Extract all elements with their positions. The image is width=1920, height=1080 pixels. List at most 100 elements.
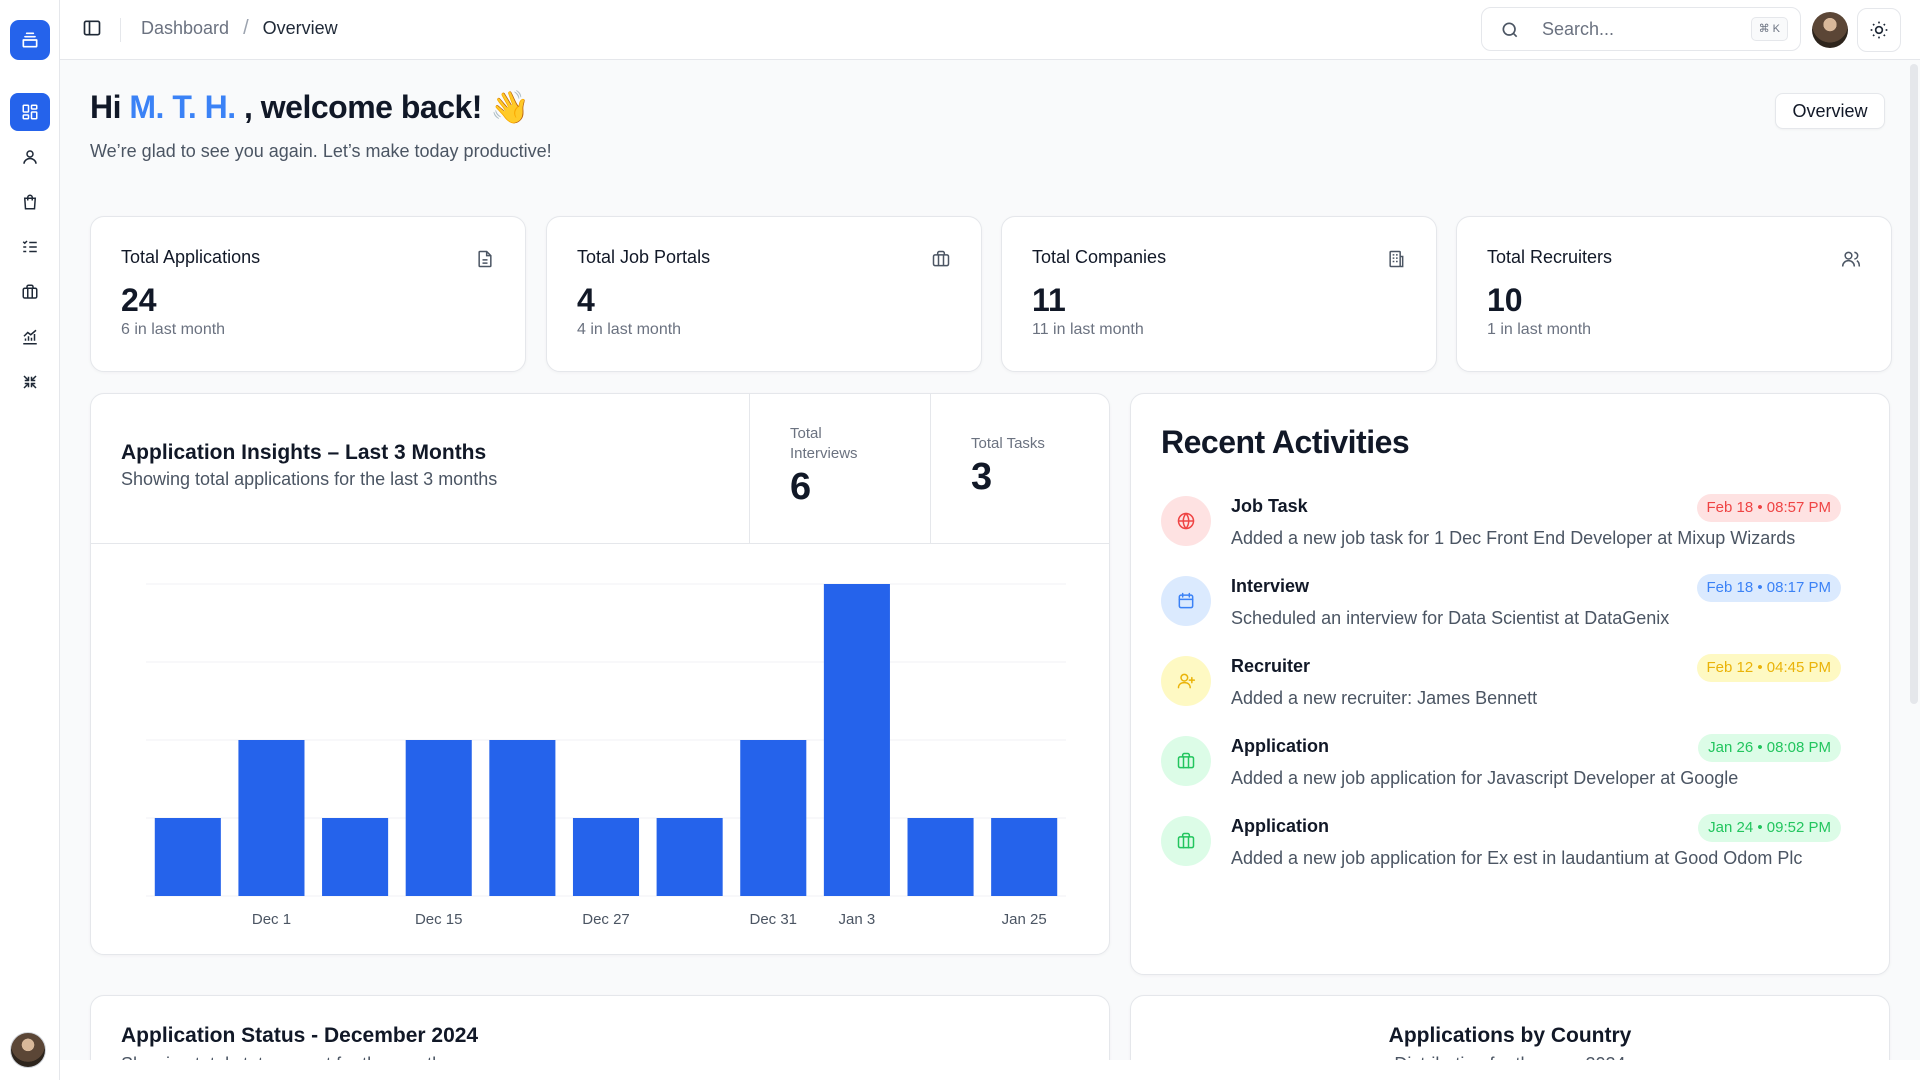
briefcase-icon (1177, 752, 1195, 769)
stat-sub: 11 in last month (1032, 321, 1144, 338)
sidebar-item-collapse[interactable] (10, 363, 50, 401)
sidebar (0, 0, 60, 1080)
search-shortcut: ⌘ K (1750, 17, 1788, 41)
stat-sub: 4 in last month (577, 321, 682, 338)
activity-name: Application (1231, 816, 1329, 836)
stat-sub: 6 in last month (121, 321, 226, 338)
calendar-icon (1178, 592, 1194, 609)
task-list-icon (22, 240, 37, 253)
total-interviews-stat[interactable]: Total Interviews 6 (749, 394, 930, 544)
sidebar-item-profile[interactable] (10, 138, 50, 176)
activity-description: Added a new recruiter: James Bennett (1231, 688, 1538, 708)
x-tick-label: Dec 27 (582, 911, 630, 928)
activities-title: Recent Activities (1161, 424, 1410, 460)
chart-bar[interactable] (154, 818, 221, 896)
activity-timestamp-badge: Feb 12 • 04:45 PM (1696, 654, 1841, 682)
document-icon (478, 250, 492, 268)
chart-bar[interactable] (823, 584, 890, 896)
activity-name: Interview (1231, 576, 1310, 596)
activity-description: Scheduled an interview for Data Scientis… (1231, 608, 1670, 628)
stat-card-companies: Total Companies 11 11 in last month (1001, 216, 1437, 372)
search-placeholder: Search... (1542, 19, 1615, 39)
activity-name: Recruiter (1231, 656, 1311, 676)
insights-subtitle: Showing total applications for the last … (121, 469, 498, 489)
sidebar-item-jobs[interactable] (10, 273, 50, 311)
breadcrumb-separator: / (243, 17, 249, 39)
activity-icon-wrap (1161, 656, 1211, 706)
app-logo[interactable] (10, 20, 50, 60)
stat-value: 4 (577, 282, 595, 318)
sidebar-item-dashboard[interactable] (10, 93, 50, 131)
analytics-chart-icon (23, 329, 37, 345)
avatar[interactable] (10, 1032, 46, 1068)
stat-title: Total Job Portals (577, 247, 711, 267)
page-title: Hi M. T. H. , welcome back! 👋 (90, 88, 530, 126)
stat-value: 11 (1032, 282, 1066, 318)
breadcrumb-current: Overview (262, 18, 338, 38)
country-title: Applications by Country (1388, 1024, 1632, 1047)
activity-timestamp-badge: Jan 24 • 09:52 PM (1698, 814, 1841, 842)
activity-icon-wrap (1161, 496, 1211, 546)
user-icon (23, 150, 37, 164)
collapse-arrows-icon (23, 375, 37, 389)
panel-left-icon (83, 20, 101, 36)
theme-toggle-button[interactable] (1857, 8, 1901, 52)
stat-sub: 1 in last month (1487, 321, 1592, 338)
stat-title: Total Companies (1032, 247, 1167, 267)
activity-icon-wrap (1161, 736, 1211, 786)
activity-timestamp-badge: Feb 18 • 08:17 PM (1696, 574, 1841, 602)
total-tasks-stat[interactable]: Total Tasks 3 (930, 394, 1111, 544)
shopping-bag-icon (23, 194, 37, 210)
x-tick-label: Jan 25 (1002, 911, 1047, 928)
chart-bar[interactable] (656, 818, 723, 896)
briefcase-icon (22, 284, 38, 299)
sidebar-item-tasks[interactable] (10, 228, 50, 266)
x-tick-label: Jan 3 (839, 911, 876, 928)
activity-description: Added a new job application for Javascri… (1231, 768, 1739, 788)
chart-bar[interactable] (489, 740, 556, 896)
overview-button[interactable]: Overview (1775, 93, 1885, 129)
sidebar-item-analytics[interactable] (10, 318, 50, 356)
chart-bar[interactable] (991, 818, 1058, 896)
total-tasks-value: 3 (971, 456, 993, 498)
sidebar-toggle-button[interactable] (82, 18, 106, 42)
activity-icon-wrap (1161, 816, 1211, 866)
briefcase-icon (932, 250, 950, 267)
building-icon (1389, 250, 1404, 268)
status-title: Application Status - December 2024 (121, 1024, 479, 1047)
chart-bar[interactable] (405, 740, 472, 896)
users-icon (1841, 251, 1861, 267)
chart-bar[interactable] (907, 818, 974, 896)
chart-bar[interactable] (572, 818, 640, 896)
activity-name: Application (1231, 736, 1329, 756)
search-input[interactable]: Search... ⌘ K (1481, 7, 1801, 51)
search-icon (1502, 22, 1518, 38)
user-name: M. T. H. (129, 89, 236, 125)
chart-bar[interactable] (740, 740, 807, 896)
stat-title: Total Recruiters (1487, 247, 1613, 267)
page-subtitle: We’re glad to see you again. Let’s make … (90, 141, 552, 161)
divider (120, 18, 121, 42)
globe-icon (1177, 512, 1195, 530)
briefcase-icon (1177, 832, 1195, 849)
chart-bar[interactable] (238, 740, 305, 896)
dashboard-grid-icon (22, 104, 38, 120)
wave-emoji: 👋 (490, 89, 530, 125)
stat-card-applications: Total Applications 24 6 in last month (90, 216, 526, 372)
breadcrumb-dashboard[interactable]: Dashboard (141, 18, 230, 38)
activity-icon-wrap (1161, 576, 1211, 626)
greeting-suffix: , welcome back! (235, 89, 482, 125)
x-tick-label: Dec 15 (415, 911, 463, 928)
page-scrollbar[interactable] (1910, 64, 1918, 704)
stat-card-recruiters: Total Recruiters 10 1 in last month (1456, 216, 1892, 372)
application-insights-card: Application Insights – Last 3 Months Sho… (90, 393, 1110, 955)
sun-icon (1870, 21, 1888, 39)
insights-header: Application Insights – Last 3 Months Sho… (91, 394, 1109, 544)
bar-chart: Dec 1 Dec 15 Dec 27 Dec 31 Jan 3 Jan 25 (146, 583, 1066, 928)
sidebar-item-bag[interactable] (10, 183, 50, 221)
stat-value: 10 (1487, 282, 1523, 318)
recent-activities-card: Recent Activities Job Task Added a new jo… (1130, 393, 1890, 975)
stat-title: Total Applications (121, 247, 261, 267)
chart-bar[interactable] (322, 818, 389, 896)
user-avatar[interactable] (1812, 12, 1848, 48)
